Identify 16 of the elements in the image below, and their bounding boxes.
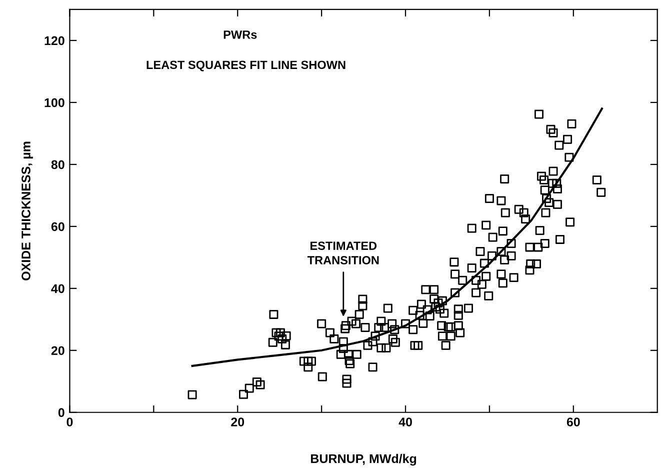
y-axis-title: OXIDE THICKNESS, µm (22, 142, 33, 280)
y-tick-label: 120 (44, 36, 64, 46)
y-tick-label: 100 (44, 98, 64, 108)
annotation: LEAST SQUARES FIT LINE SHOWN (146, 60, 346, 72)
y-tick-label: 0 (58, 408, 64, 418)
x-tick-label: 60 (566, 418, 580, 426)
annotation: ESTIMATED TRANSITION (307, 242, 379, 264)
x-tick-label: 0 (66, 418, 73, 426)
x-tick-label: 40 (398, 418, 412, 426)
x-axis-title: BURNUP, MWd/kg (311, 454, 416, 466)
annotation: PWRs (224, 30, 257, 39)
x-tick-label: 20 (231, 418, 244, 426)
y-tick-label: 60 (51, 222, 64, 232)
y-tick-label: 40 (51, 284, 64, 294)
y-tick-label: 80 (51, 160, 64, 170)
y-tick-label: 20 (51, 346, 64, 356)
